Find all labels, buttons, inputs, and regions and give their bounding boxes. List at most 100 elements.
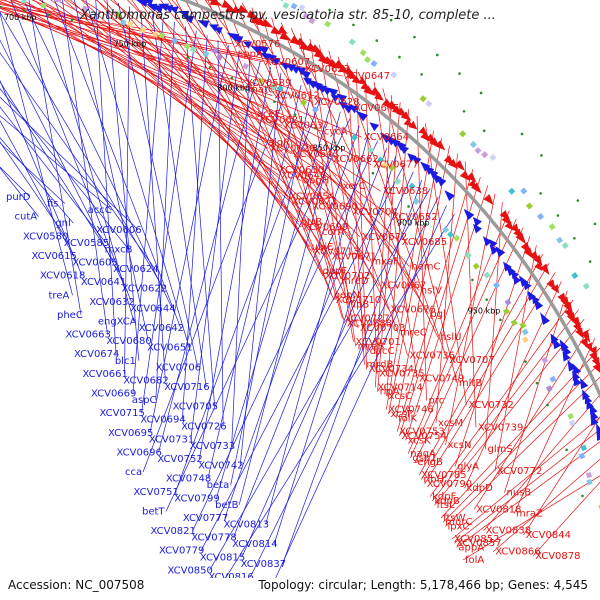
gene-label-plus[interactable]: mxaF: [371, 256, 399, 267]
gene-label-plus[interactable]: kdpD: [467, 483, 493, 494]
gene-label-minus[interactable]: XCV0680: [106, 336, 151, 347]
gene-label-minus[interactable]: cutA: [15, 212, 38, 223]
gene-label-plus[interactable]: ftsL: [437, 500, 455, 511]
gene-label-minus[interactable]: engXCA: [98, 316, 137, 327]
gene-label-minus[interactable]: XCV0644: [130, 303, 175, 314]
gene-label-plus[interactable]: XCV0621: [259, 115, 304, 126]
gene-label-plus[interactable]: XCV0727: [345, 314, 390, 325]
gene-label-minus[interactable]: XCV0726: [181, 421, 226, 432]
gene-label-plus[interactable]: XCV0664: [364, 132, 409, 143]
gene-label-plus[interactable]: ribH: [423, 474, 444, 485]
gene-label-plus[interactable]: mrdB: [366, 360, 393, 371]
gene-label-plus[interactable]: nusB: [507, 487, 532, 498]
gene-label-plus[interactable]: XCV0739: [478, 422, 523, 433]
gene-label-plus[interactable]: XCV0838: [486, 526, 531, 537]
gene-label-plus[interactable]: XCV0646: [281, 170, 326, 181]
gene-label-plus[interactable]: XCV0623: [305, 64, 350, 75]
gene-label-plus[interactable]: dacC: [370, 346, 395, 357]
gene-label-plus[interactable]: mltB: [459, 378, 482, 389]
gene-label-plus[interactable]: XCV0612: [274, 91, 319, 102]
gene-label-plus[interactable]: kdpB: [434, 496, 459, 507]
gene-label-plus[interactable]: XCV0620: [270, 143, 315, 154]
gene-label-minus[interactable]: XCV0696: [117, 447, 162, 458]
gene-label-minus[interactable]: gnl: [55, 218, 70, 229]
gene-label-plus[interactable]: XCV0714: [377, 382, 422, 393]
gene-label-minus[interactable]: XCV0632: [89, 297, 134, 308]
gene-label-minus[interactable]: XCV0669: [91, 389, 136, 400]
gene-label-minus[interactable]: betT: [142, 506, 165, 517]
gene-label-plus[interactable]: hslV: [421, 285, 442, 296]
gene-label-minus[interactable]: XCV0618: [40, 271, 85, 282]
gene-label-minus[interactable]: mxcB: [105, 244, 133, 255]
gene-label-minus[interactable]: XCV0615: [32, 251, 77, 262]
gene-label-plus[interactable]: XCV0607: [265, 57, 310, 68]
gene-label-plus[interactable]: murC: [445, 517, 472, 528]
gene-label-minus[interactable]: betB: [215, 500, 238, 511]
gene-label-minus[interactable]: XCV0748: [166, 474, 211, 485]
gene-label-plus[interactable]: appA: [458, 542, 484, 553]
gene-label-minus[interactable]: purD: [6, 192, 31, 203]
gene-label-minus[interactable]: XCV0751: [134, 487, 179, 498]
gene-label-plus[interactable]: mreB: [358, 341, 385, 352]
gene-label-minus[interactable]: XCV0813: [224, 520, 269, 531]
gene-label-plus[interactable]: XCV0866: [495, 547, 540, 558]
gene-label-plus[interactable]: XCV0749: [419, 373, 464, 384]
gene-label-minus[interactable]: XCV0816: [208, 572, 253, 583]
gene-label-plus[interactable]: XCV0844: [526, 530, 571, 541]
gene-label-plus[interactable]: mreD: [341, 276, 369, 287]
gene-label-plus[interactable]: XCV0628: [314, 97, 359, 108]
gene-label-plus[interactable]: glyA: [457, 462, 479, 473]
gene-label-plus[interactable]: XCV0645: [354, 103, 399, 114]
gene-label-plus[interactable]: XCV0676: [390, 304, 435, 315]
gene-label-plus[interactable]: hemC: [411, 261, 440, 272]
gene-label-minus[interactable]: XCV0651: [147, 343, 192, 354]
gene-label-plus[interactable]: mraZ: [516, 509, 543, 520]
gene-label-plus[interactable]: lpxC: [447, 521, 469, 532]
gene-label-plus[interactable]: mreC: [400, 328, 427, 339]
gene-label-plus[interactable]: xcsF: [391, 409, 413, 420]
gene-label-minus[interactable]: pheC: [57, 310, 83, 321]
gene-label-plus[interactable]: XCV0673: [292, 197, 337, 208]
gene-label-plus[interactable]: XCV0685: [402, 237, 447, 248]
gene-label-minus[interactable]: fis: [47, 199, 59, 210]
gene-label-minus[interactable]: XCV0733: [190, 441, 235, 452]
gene-label-plus[interactable]: XCV0710: [336, 295, 381, 306]
gene-label-minus[interactable]: XCV0706: [156, 362, 201, 373]
gene-label-minus[interactable]: XCV0716: [164, 382, 209, 393]
gene-label-minus[interactable]: XCV0742: [198, 461, 243, 472]
gene-label-plus[interactable]: XCV0734: [369, 364, 414, 375]
gene-label-plus[interactable]: aceE: [257, 109, 281, 120]
gene-label-plus[interactable]: xcsC: [389, 391, 412, 402]
gene-label-minus[interactable]: XCV0682: [123, 375, 168, 386]
gene-label-minus[interactable]: XCV0642: [139, 323, 184, 334]
gene-label-minus[interactable]: XCV0605: [72, 258, 117, 269]
gene-label-plus[interactable]: XCV0647: [345, 71, 390, 82]
gene-label-plus[interactable]: ubiE: [312, 242, 334, 253]
gene-label-plus[interactable]: kdpF: [432, 492, 456, 503]
gene-label-minus[interactable]: XCV0580: [23, 231, 68, 242]
gene-label-minus[interactable]: XCV0715: [100, 408, 145, 419]
gene-label-plus[interactable]: ptrB: [301, 217, 322, 228]
gene-label-minus[interactable]: XCV0705: [173, 402, 218, 413]
gene-label-plus[interactable]: ftsW: [443, 513, 465, 524]
gene-label-minus[interactable]: XCV0821: [151, 526, 196, 537]
gene-label-plus[interactable]: xcsK: [408, 435, 431, 446]
gene-label-minus[interactable]: XCV0585: [64, 238, 109, 249]
gene-label-plus[interactable]: XCV0852: [454, 534, 499, 545]
gene-label-plus[interactable]: xcsM: [438, 418, 463, 429]
gene-label-minus[interactable]: XCV0850: [168, 565, 213, 576]
gene-label-plus[interactable]: xcsN: [448, 440, 472, 451]
gene-label-plus[interactable]: matC: [248, 84, 275, 95]
gene-label-plus[interactable]: XCV0713: [314, 247, 359, 258]
gene-label-plus[interactable]: XCV0671: [331, 252, 376, 263]
gene-label-minus[interactable]: XCV0641: [81, 277, 126, 288]
gene-label-minus[interactable]: XCV0777: [183, 513, 228, 524]
gene-label-minus[interactable]: XCV0843: [176, 585, 221, 596]
gene-label-minus[interactable]: beta: [207, 480, 230, 491]
gene-label-plus[interactable]: XCV0672: [362, 232, 407, 243]
gene-label-plus[interactable]: XCV0878: [535, 551, 580, 562]
gene-label-plus[interactable]: XCV0736: [409, 351, 454, 362]
gene-label-minus[interactable]: accC: [88, 205, 112, 216]
gene-label-plus[interactable]: XCV0654: [290, 191, 335, 202]
gene-label-plus[interactable]: XCV0637: [284, 121, 329, 132]
